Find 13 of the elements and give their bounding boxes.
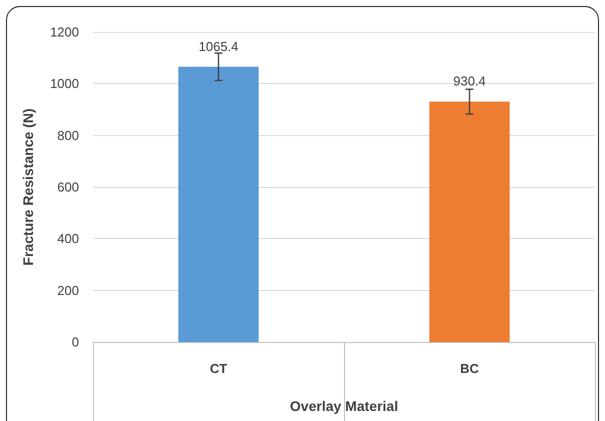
y-tick-label: 400 (57, 231, 79, 246)
y-tick-label: 200 (57, 282, 79, 298)
y-tick-label: 600 (57, 180, 79, 194)
y-tick-label: 1000 (50, 76, 79, 92)
y-tick-label: 0 (72, 334, 79, 350)
x-axis-title: Overlay Material (290, 398, 398, 414)
y-axis-title: Fracture Resistance (N) (20, 108, 36, 266)
x-tick-label: BC (460, 361, 480, 376)
y-tick-label: 1200 (50, 24, 79, 40)
y-tick-label: 800 (57, 128, 79, 143)
x-tick-label: CT (210, 361, 228, 376)
data-label: 1065.4 (198, 38, 238, 54)
data-label: 930.4 (453, 74, 486, 89)
